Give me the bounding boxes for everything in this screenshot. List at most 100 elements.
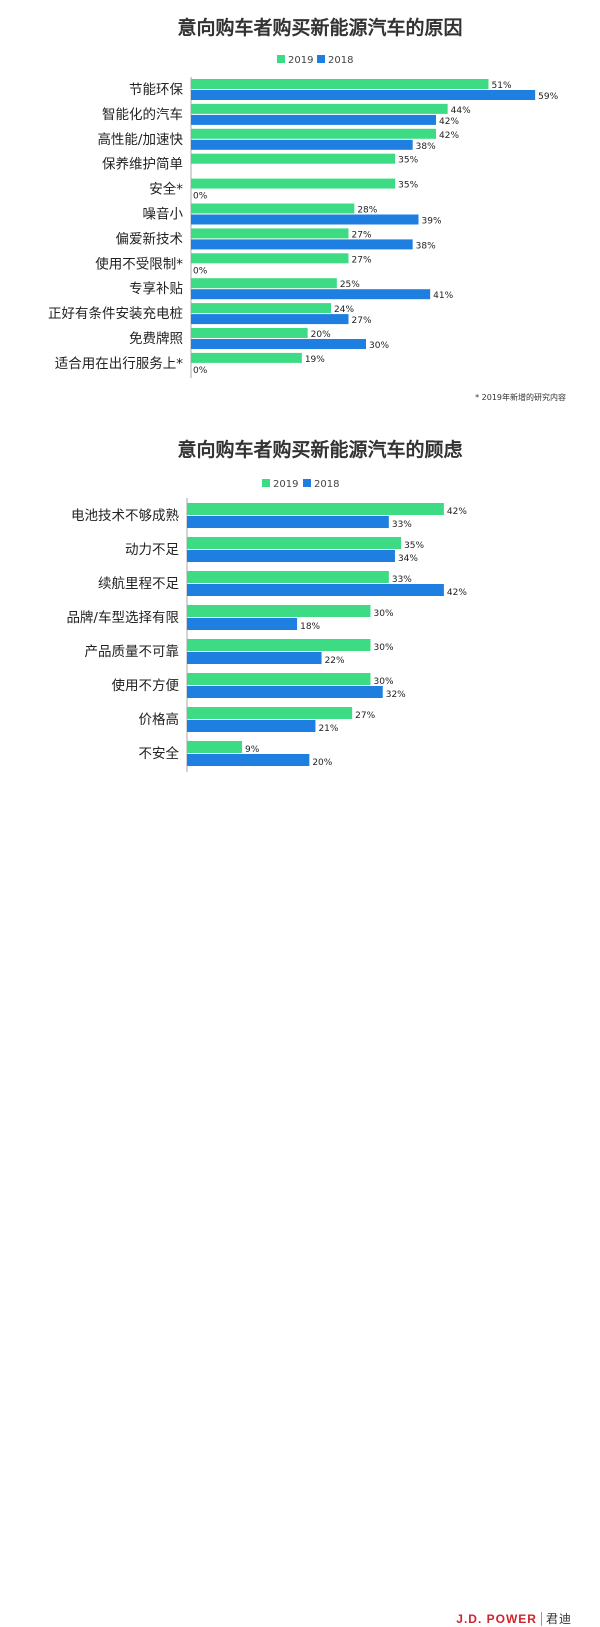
chart1-bar-2018	[191, 314, 349, 325]
chart2-value-label-2019: 30%	[374, 677, 394, 687]
chart1-bar-2019	[191, 178, 396, 189]
chart1-bar-2019	[191, 328, 308, 338]
chart2-legend-swatch-2018	[303, 479, 311, 487]
footer: J.D. POWER 君迪	[0, 806, 600, 1626]
chart2-category-label: 电池技术不够成熟	[71, 508, 179, 524]
chart1-bar-2019	[191, 228, 349, 239]
chart1-value-label-2019: 27%	[352, 255, 372, 265]
chart1-legend-label-2018: 2018	[328, 55, 353, 66]
chart2-value-label-2018: 21%	[318, 724, 338, 734]
chart1-value-label-2019: 44%	[451, 106, 471, 116]
chart1-footnote: * 2019年新增的研究内容	[475, 392, 566, 402]
chart1-value-label-2018: 42%	[439, 117, 459, 127]
chart2-value-label-2018: 32%	[386, 690, 406, 700]
chart1-value-label-2019: 27%	[352, 230, 372, 240]
chart1-category-label: 免费牌照	[129, 330, 183, 347]
chart1-value-label-2018: 0%	[193, 192, 208, 202]
chart2-legend-swatch-2019	[262, 479, 270, 487]
chart1-value-label-2018: 38%	[416, 142, 436, 152]
chart2-category-label: 品牌/车型选择有限	[66, 609, 179, 626]
chart2-bar-2018	[187, 754, 310, 766]
chart2-bar-2019	[187, 639, 371, 651]
chart1-legend-swatch-2019	[277, 55, 285, 63]
chart1-value-label-2019: 35%	[398, 181, 418, 191]
chart1-value-label-2018: 41%	[433, 291, 453, 301]
chart2-bar-2019	[187, 673, 371, 685]
chart1-value-label-2019: 51%	[492, 81, 512, 91]
brand-logo: J.D. POWER 君迪	[456, 1610, 572, 1627]
chart1-bar-2019	[191, 278, 337, 289]
chart1-bar-2019	[191, 253, 349, 264]
brand-name-cn: 君迪	[540, 1612, 572, 1626]
chart2-value-label-2019: 42%	[447, 507, 467, 517]
chart2-value-label-2018: 42%	[447, 588, 467, 598]
chart1-value-label-2019: 35%	[398, 156, 418, 166]
chart1-legend-swatch-2018	[317, 55, 325, 63]
chart1-value-label-2018: 0%	[193, 266, 208, 276]
chart2-value-label-2018: 33%	[392, 520, 412, 530]
chart2-category-label: 续航里程不足	[98, 576, 179, 592]
chart1-value-label-2018: 30%	[369, 341, 389, 351]
chart2-category-label: 价格高	[139, 711, 180, 728]
chart2-legend-label-2019: 2019	[273, 479, 298, 490]
chart2-legend-label-2018: 2018	[314, 479, 339, 490]
chart2-category-label: 使用不方便	[112, 677, 180, 694]
chart2-bar-2018	[187, 584, 444, 596]
chart1-category-label: 高性能/加速快	[97, 131, 183, 148]
chart2-value-label-2018: 22%	[325, 656, 345, 666]
chart1-value-label-2019: 24%	[334, 305, 354, 315]
chart2-bar-2018	[187, 618, 298, 630]
chart1-category-label: 节能环保	[129, 82, 183, 98]
chart1-value-label-2018: 38%	[416, 241, 436, 251]
chart1-value-label-2018: 27%	[352, 316, 372, 326]
chart1-value-label-2019: 25%	[340, 280, 360, 290]
chart2-value-label-2019: 30%	[374, 609, 394, 619]
chart1-bar-2018	[191, 139, 413, 150]
chart1-bar-2019	[191, 128, 436, 139]
chart2-title: 意向购车者购买新能源汽车的顾虑	[177, 438, 462, 461]
chart1-bar-2018	[191, 239, 413, 250]
chart2-value-label-2019: 30%	[374, 643, 394, 653]
chart1-value-label-2019: 42%	[439, 131, 459, 141]
chart2-bar-2018	[187, 550, 395, 562]
chart2-category-label: 动力不足	[125, 542, 179, 558]
chart2-bar-2018	[187, 516, 389, 528]
chart2-value-label-2019: 9%	[245, 745, 260, 755]
chart2-value-label-2018: 18%	[300, 622, 320, 632]
chart1-plot: 节能环保 51%59%智能化的汽车 44%42%高性能/加速快 42%38%保养维护简…	[48, 79, 559, 376]
chart2-bar-2019	[187, 707, 353, 719]
brand-name: J.D. POWER	[456, 1612, 537, 1626]
chart1-bar-2019	[191, 153, 396, 164]
chart1-value-label-2018: 0%	[193, 366, 208, 376]
chart1-value-label-2018: 59%	[538, 92, 558, 102]
chart1-category-label: 安全*	[149, 181, 183, 198]
chart1-bar-2018	[191, 114, 436, 125]
chart2-value-label-2018: 34%	[398, 554, 418, 564]
chart1-value-label-2018: 39%	[422, 217, 442, 227]
chart2-value-label-2019: 33%	[392, 575, 412, 585]
chart2-bar-2018	[187, 720, 316, 732]
chart2-category-label: 产品质量不可靠	[85, 644, 180, 660]
chart1-category-label: 专享补贴	[129, 280, 183, 297]
chart-canvas: 意向购车者购买新能源汽车的原因 2019 2018 节能环保 51% 59% 智能化的…	[48, 16, 566, 772]
chart2-bar-2018	[187, 686, 383, 698]
chart1-bar-2018	[191, 289, 431, 300]
chart1-bar-2019	[191, 303, 331, 314]
chart2-bar-2019	[187, 571, 389, 583]
chart2-value-label-2019: 27%	[355, 711, 375, 721]
chart2-plot: 电池技术不够成熟 42% 33% 动力不足 35% 34% 续航里程不足 33% 42% 品牌/车…	[66, 503, 467, 768]
chart1-bar-2018	[191, 339, 366, 349]
chart1-value-label-2019: 28%	[357, 206, 377, 216]
chart2-value-label-2018: 20%	[312, 758, 332, 768]
chart1-bar-2019	[191, 79, 489, 89]
chart1-category-label: 使用不受限制*	[95, 255, 183, 272]
chart2-bar-2019	[187, 503, 444, 515]
chart1-category-label: 智能化的汽车	[102, 106, 183, 123]
chart1-value-label-2019: 19%	[305, 355, 325, 365]
chart1-category-label: 偏爱新技术	[116, 231, 184, 247]
chart2-bar-2019	[187, 605, 371, 617]
chart1-value-label-2019: 20%	[311, 330, 331, 340]
chart2-bar-2018	[187, 652, 322, 664]
chart1-bar-2018	[191, 90, 536, 100]
chart1-category-label: 正好有条件安装充电桩	[48, 305, 183, 322]
